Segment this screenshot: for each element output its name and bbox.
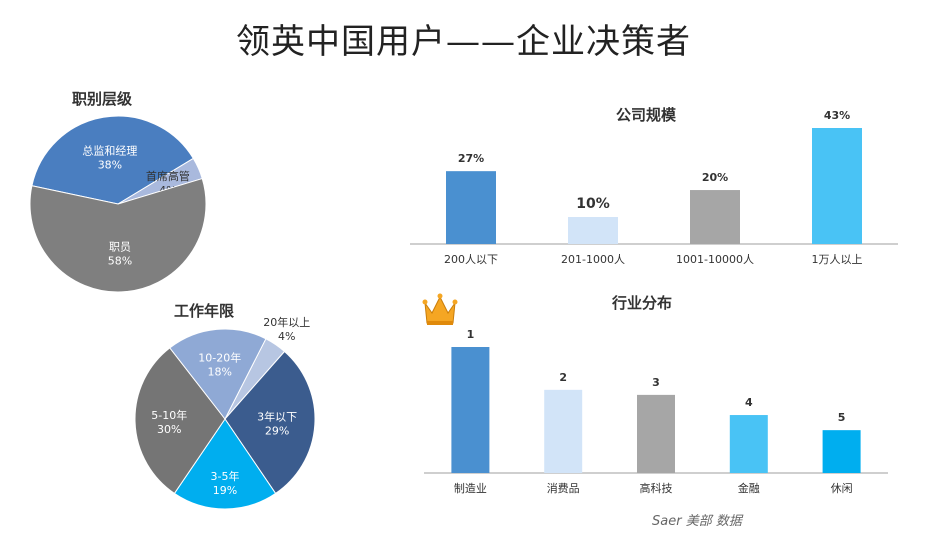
source-note: Saer 美部 数据 bbox=[652, 514, 742, 529]
industry-tick-label-2: 高科技 bbox=[640, 481, 673, 495]
work-years-slice-value-1: 29% bbox=[265, 424, 289, 437]
industry-bar-0 bbox=[451, 347, 490, 473]
company-size-data-label-2: 20% bbox=[702, 171, 728, 184]
company-size-tick-label-0: 200人以下 bbox=[444, 253, 498, 266]
industry-bar-2 bbox=[637, 394, 675, 473]
company-size-data-label-1: 10% bbox=[576, 196, 610, 212]
crown-icon bbox=[422, 293, 458, 325]
job-level-slice-label-2: 职员 bbox=[109, 240, 131, 253]
work-years-slice-value-4: 18% bbox=[208, 365, 232, 378]
work-years-chart-title: 工作年限 bbox=[174, 302, 235, 320]
industry-chart-title: 行业分布 bbox=[612, 294, 673, 312]
company-size-chart-title: 公司规模 bbox=[616, 106, 677, 124]
work-years-slice-1 bbox=[224, 350, 316, 495]
company-size-data-label-3: 43% bbox=[824, 109, 850, 122]
industry-bar-3 bbox=[729, 415, 768, 473]
industry-tick-label-3: 金融 bbox=[738, 481, 760, 495]
industry-tick-label-4: 休闲 bbox=[831, 481, 853, 495]
work-years-slice-value-0: 4% bbox=[278, 330, 295, 343]
job-level-slice-label-1: 首席高管 bbox=[146, 169, 190, 183]
job-level-slice-2 bbox=[29, 177, 207, 293]
job-level-slice-value-0: 38% bbox=[98, 158, 122, 171]
job-level-chart-title: 职别层级 bbox=[72, 90, 133, 108]
industry-bar-4 bbox=[822, 430, 861, 473]
industry-bar-1 bbox=[544, 389, 583, 473]
industry-data-label-3: 4 bbox=[745, 396, 753, 409]
industry-data-label-2: 3 bbox=[652, 376, 660, 389]
work-years-slice-2 bbox=[173, 418, 277, 510]
company-size-data-label-0: 27% bbox=[458, 152, 484, 165]
company-size-tick-label-3: 1万人以上 bbox=[812, 253, 863, 266]
company-size-bar-2 bbox=[690, 190, 740, 244]
work-years-slice-label-4: 10-20年 bbox=[198, 350, 241, 364]
industry-data-label-4: 5 bbox=[838, 411, 846, 424]
job-level-slice-label-0: 总监和经理 bbox=[82, 143, 137, 157]
job-level-slice-value-2: 58% bbox=[108, 254, 132, 267]
work-years-slice-label-1: 3年以下 bbox=[257, 409, 297, 423]
work-years-slice-value-3: 30% bbox=[157, 423, 181, 436]
industry-tick-label-0: 制造业 bbox=[454, 481, 487, 495]
company-size-bar-1 bbox=[568, 217, 618, 244]
job-level-slice-0 bbox=[31, 115, 194, 205]
company-size-bar-0 bbox=[446, 171, 496, 244]
work-years-slice-value-2: 19% bbox=[213, 484, 237, 497]
work-years-slice-label-3: 5-10年 bbox=[151, 408, 187, 422]
industry-data-label-0: 1 bbox=[467, 328, 475, 341]
work-years-slice-4 bbox=[169, 328, 267, 420]
work-years-slice-label-0: 20年以上 bbox=[263, 315, 310, 329]
page-title: 领英中国用户——企业决策者 bbox=[236, 22, 691, 62]
industry-data-label-1: 2 bbox=[559, 371, 567, 384]
company-size-tick-label-1: 201-1000人 bbox=[561, 253, 625, 266]
company-size-tick-label-2: 1001-10000人 bbox=[676, 253, 754, 266]
work-years-slice-label-2: 3-5年 bbox=[211, 469, 240, 483]
company-size-bar-3 bbox=[812, 128, 862, 244]
industry-tick-label-1: 消费品 bbox=[547, 481, 580, 495]
work-years-slice-3 bbox=[134, 347, 226, 495]
